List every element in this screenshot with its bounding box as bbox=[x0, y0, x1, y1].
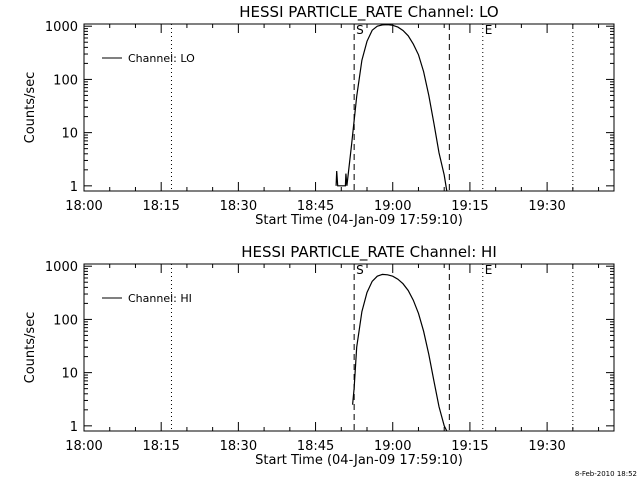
y-tick-label: 10 bbox=[61, 367, 78, 382]
y-axis-label: Counts/sec bbox=[23, 72, 38, 144]
y-tick-label: 1 bbox=[70, 420, 78, 435]
legend-label: Channel: HI bbox=[128, 292, 192, 305]
x-tick-label: 19:00 bbox=[374, 199, 411, 214]
marker-label: E bbox=[485, 263, 493, 277]
y-tick-label: 100 bbox=[53, 73, 78, 88]
chart-title: HESSI PARTICLE_RATE Channel: HI bbox=[241, 243, 497, 262]
chart-panel-1: 1 10 100 1000 18:00 18:15 18:30 18:45 19:00 19:15… bbox=[23, 3, 615, 228]
x-tick-label: 18:30 bbox=[220, 199, 257, 214]
x-tick-label: 18:45 bbox=[297, 199, 334, 214]
series-line bbox=[335, 23, 448, 192]
legend-label: Channel: LO bbox=[128, 52, 195, 65]
x-axis-label: Start Time (04-Jan-09 17:59:10) bbox=[255, 213, 463, 228]
x-tick-label: 19:15 bbox=[451, 439, 488, 454]
x-tick-label: 18:00 bbox=[65, 439, 102, 454]
x-tick-label: 18:15 bbox=[142, 199, 179, 214]
x-tick-label: 19:15 bbox=[451, 199, 488, 214]
x-tick-label: 18:30 bbox=[220, 439, 257, 454]
chart-panel-2: 1 10 100 1000 18:00 18:15 18:30 18:45 19:00 19:15… bbox=[23, 243, 615, 468]
y-tick-label: 1 bbox=[70, 180, 78, 195]
x-tick-label: 18:00 bbox=[65, 199, 102, 214]
marker-label: E bbox=[485, 23, 493, 37]
y-tick-label: 1000 bbox=[45, 20, 78, 35]
series-line bbox=[352, 273, 448, 432]
x-tick-label: 19:30 bbox=[528, 439, 565, 454]
marker-label: S bbox=[356, 23, 364, 37]
y-tick-label: 1000 bbox=[45, 260, 78, 275]
footer-timestamp: 8-Feb-2010 18:52 bbox=[575, 470, 637, 478]
x-tick-label: 18:15 bbox=[142, 439, 179, 454]
x-tick-label: 19:30 bbox=[528, 199, 565, 214]
y-tick-label: 10 bbox=[61, 127, 78, 142]
x-axis-label: Start Time (04-Jan-09 17:59:10) bbox=[255, 453, 463, 468]
y-tick-label: 100 bbox=[53, 313, 78, 328]
marker-label: S bbox=[356, 263, 364, 277]
y-axis-label: Counts/sec bbox=[23, 312, 38, 384]
x-tick-label: 18:45 bbox=[297, 439, 334, 454]
x-tick-label: 19:00 bbox=[374, 439, 411, 454]
chart-title: HESSI PARTICLE_RATE Channel: LO bbox=[239, 3, 498, 22]
